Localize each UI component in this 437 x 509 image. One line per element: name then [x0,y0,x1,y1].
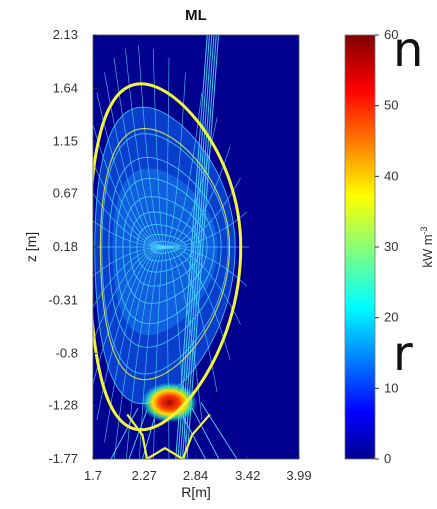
x-tick-label: 3.99 [286,468,311,483]
poloidal-grid-line [164,246,231,360]
poloidal-grid-line [125,246,166,459]
divertor-leg [182,416,206,459]
colorbar-gradient [344,34,376,460]
colorbar-tick-label: 20 [384,310,398,325]
poloidal-grid-line [164,246,203,420]
poloidal-grid-line [104,72,166,248]
separatrix [93,82,243,432]
sightline [184,35,217,459]
poloidal-grid-line [104,246,166,443]
divertor-leg [110,407,139,459]
poloidal-grid-line [113,57,166,248]
x-tick-label: 3.42 [235,468,260,483]
y-tick-label: -0.31 [48,292,78,307]
colorbar-tick-label: 40 [384,168,398,183]
x-axis: 1.7 2.27 2.84 3.42 3.99 [84,455,312,483]
colorbar-label-exponent: -3 [419,226,429,234]
y-tick-label: 0.67 [53,186,78,201]
y-tick-label: -1.77 [48,451,78,466]
plot-area [92,34,300,460]
divertor-wall [126,413,211,459]
y-axis: 2.13 1.64 1.15 0.67 0.18 -0.31 -0.8 -1.28 -1.77 [48,27,97,466]
y-tick-label: -0.8 [56,346,78,361]
poloidal-grid-line [93,246,166,277]
colorbar-tick-label: 60 [384,27,398,42]
divertor-leg [142,418,155,459]
colorbar-tick-label: 50 [384,98,398,113]
y-tick-label: 0.18 [53,239,78,254]
x-tick-label: 2.84 [183,468,208,483]
page-edge-text-bottom: r [393,326,413,382]
x-axis-label: R[m] [181,484,211,500]
colorbar: 0 10 20 30 40 50 60 kW m-3 [344,27,435,466]
colorbar-ticks: 0 10 20 30 40 50 60 [375,27,398,466]
sightline [186,35,220,459]
chart-title: ML [185,7,207,24]
divertor-leg [128,409,148,459]
colorbar-label-unit: kW m [420,234,435,267]
divertor-leg [191,407,220,459]
poloidal-grid-line [164,211,248,248]
y-axis-label: z [m] [23,232,39,262]
poloidal-grid-line [93,246,166,386]
poloidal-grid-line [164,177,241,248]
poloidal-grid-line [93,123,166,248]
poloidal-grid-line [164,117,218,248]
poloidal-grid-line [138,45,166,248]
plasma-emission-region [94,107,236,404]
poloidal-grid-line [164,246,241,325]
poloidal-grid-line [152,48,166,248]
y-tick-label: 1.64 [53,80,78,95]
inner-flux-boundary [99,127,231,381]
poloidal-grid-line [164,72,186,248]
colorbar-tick-label: 30 [384,239,398,254]
poloidal-grid-line [93,161,166,248]
plasma-emission-core [112,168,218,336]
y-tick-label: -1.28 [48,398,78,413]
poloidal-grid-line [93,220,166,248]
poloidal-grid-line [125,48,166,248]
poloidal-grid-line [164,92,203,248]
divertor-leg [200,402,238,459]
x-tick-label: 1.7 [84,468,102,483]
poloidal-grid-line [96,246,166,420]
x-tick-label: 2.27 [132,468,157,483]
colorbar-tick-label: 0 [384,451,391,466]
poloidal-grid-line [113,246,166,459]
poloidal-grid-line [164,246,186,443]
page-edge-text-top: n [393,22,424,78]
colorbar-label: kW m-3 [419,226,435,267]
poloidal-grid-line [164,57,170,248]
poloidal-grid-line [96,92,166,248]
radiation-hotspot [141,382,198,423]
colorbar-tick-label: 10 [384,380,398,395]
y-tick-label: 1.15 [53,134,78,149]
poloidal-grid-line [93,246,166,343]
poloidal-grid-line [93,192,166,248]
y-tick-label: 2.13 [53,27,78,42]
poloidal-grid-line [164,246,248,287]
plot-content [93,35,250,459]
